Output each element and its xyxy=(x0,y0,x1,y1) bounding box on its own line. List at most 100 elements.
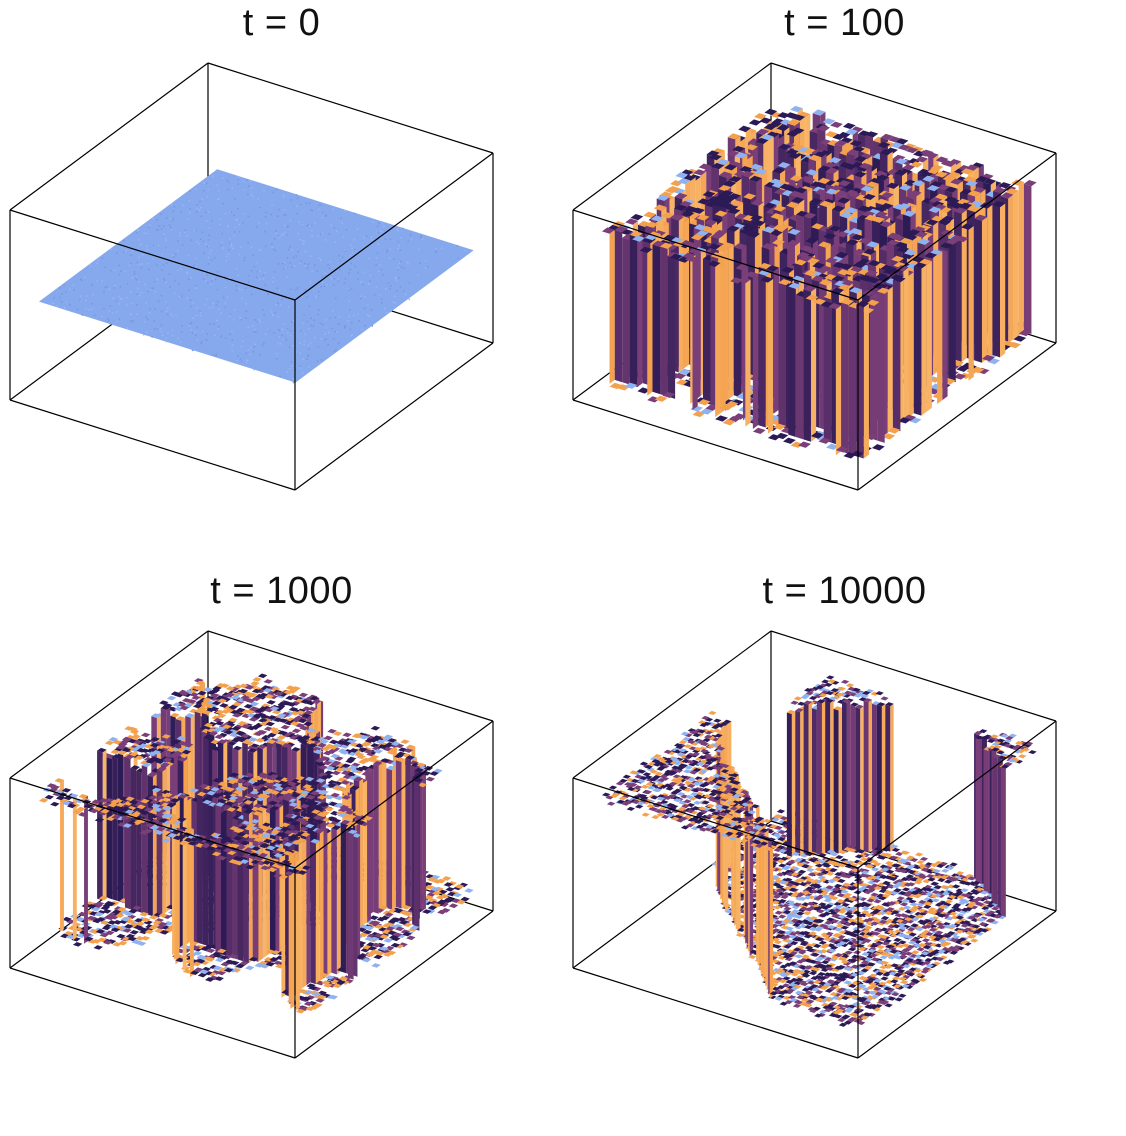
cap-face xyxy=(375,739,386,745)
noise-speck xyxy=(277,234,280,237)
wall-face xyxy=(803,289,811,442)
cap-face xyxy=(196,791,207,797)
cap-face xyxy=(799,254,813,262)
cap-face xyxy=(281,836,292,842)
wall-face xyxy=(281,848,286,998)
wall-face xyxy=(175,817,180,965)
cap-face xyxy=(902,210,916,217)
noise-speck xyxy=(227,181,230,183)
noise-speck xyxy=(289,219,292,222)
noise-speck xyxy=(328,233,330,235)
cap-face xyxy=(98,895,109,901)
noise-speck xyxy=(79,278,82,281)
noise-speck xyxy=(333,277,335,280)
noise-speck xyxy=(188,325,191,327)
noise-speck xyxy=(296,212,298,215)
noise-speck xyxy=(381,222,384,225)
noise-speck xyxy=(238,288,241,290)
noise-speck xyxy=(196,204,198,206)
noise-speck xyxy=(166,217,168,219)
noise-speck xyxy=(161,269,163,271)
cap-face xyxy=(413,778,424,783)
cap-face xyxy=(322,760,332,766)
noise-speck xyxy=(120,270,122,272)
cap-face xyxy=(876,174,890,181)
noise-speck xyxy=(281,233,284,235)
cap-face xyxy=(108,737,119,742)
cap-face xyxy=(301,713,312,719)
noise-speck xyxy=(367,257,370,260)
cap-face xyxy=(342,732,352,738)
cap-face xyxy=(787,228,801,236)
noise-speck xyxy=(316,295,318,297)
cap-face xyxy=(248,717,259,722)
cap-face xyxy=(303,721,313,727)
cap-face xyxy=(368,920,379,926)
cap-face xyxy=(818,437,832,444)
noise-speck xyxy=(273,271,276,273)
cap-face xyxy=(397,917,407,922)
cap-face xyxy=(226,807,237,812)
noise-speck xyxy=(209,323,211,325)
noise-speck xyxy=(283,323,286,325)
noise-speck xyxy=(356,228,359,230)
noise-speck xyxy=(419,262,421,265)
cap-face xyxy=(776,124,790,132)
noise-speck xyxy=(118,264,120,267)
cap-face xyxy=(766,265,780,272)
noise-speck xyxy=(375,264,377,266)
cap-face xyxy=(225,692,235,698)
cap-face xyxy=(805,294,819,301)
noise-speck xyxy=(279,343,282,345)
noise-speck xyxy=(326,283,328,286)
cap-face xyxy=(151,713,161,718)
noise-speck xyxy=(404,293,407,296)
noise-speck xyxy=(400,237,402,239)
noise-speck xyxy=(263,190,265,192)
cap-face xyxy=(120,916,131,922)
noise-speck xyxy=(358,320,360,322)
noise-speck xyxy=(292,344,294,347)
cap-face xyxy=(215,709,225,715)
cap-face xyxy=(738,125,752,132)
cap-face xyxy=(647,396,661,403)
cap-face xyxy=(251,696,261,702)
cap-face xyxy=(117,750,128,756)
noise-speck xyxy=(96,279,99,282)
noise-speck xyxy=(130,321,133,323)
cap-face xyxy=(297,718,308,724)
cap-face xyxy=(877,141,891,149)
noise-speck xyxy=(189,299,192,302)
noise-speck xyxy=(140,242,143,245)
noise-speck xyxy=(299,342,301,345)
cap-face xyxy=(238,688,248,694)
noise-speck xyxy=(181,244,184,246)
cap-face xyxy=(697,399,711,406)
cap-face xyxy=(153,807,163,812)
noise-speck xyxy=(216,184,219,186)
noise-speck xyxy=(207,188,209,191)
cap-face xyxy=(793,696,803,701)
noise-speck xyxy=(166,307,169,309)
noise-speck xyxy=(327,344,329,346)
noise-speck xyxy=(239,358,242,360)
noise-speck xyxy=(325,319,327,321)
noise-speck xyxy=(325,327,328,329)
noise-speck xyxy=(238,223,240,226)
cap-face xyxy=(808,154,822,162)
noise-speck xyxy=(299,365,301,367)
flat-plane xyxy=(38,169,474,383)
cap-face xyxy=(675,172,689,179)
cap-face xyxy=(656,194,670,202)
cap-face xyxy=(200,843,211,849)
cap-face xyxy=(87,904,97,909)
cap-face xyxy=(360,742,371,747)
cap-face xyxy=(614,225,628,233)
noise-speck xyxy=(198,243,201,245)
cap-face xyxy=(464,888,474,893)
cap-face xyxy=(166,695,177,701)
cap-face xyxy=(170,739,181,745)
noise-speck xyxy=(256,270,259,273)
wall-face xyxy=(117,753,124,903)
noise-speck xyxy=(324,239,327,241)
